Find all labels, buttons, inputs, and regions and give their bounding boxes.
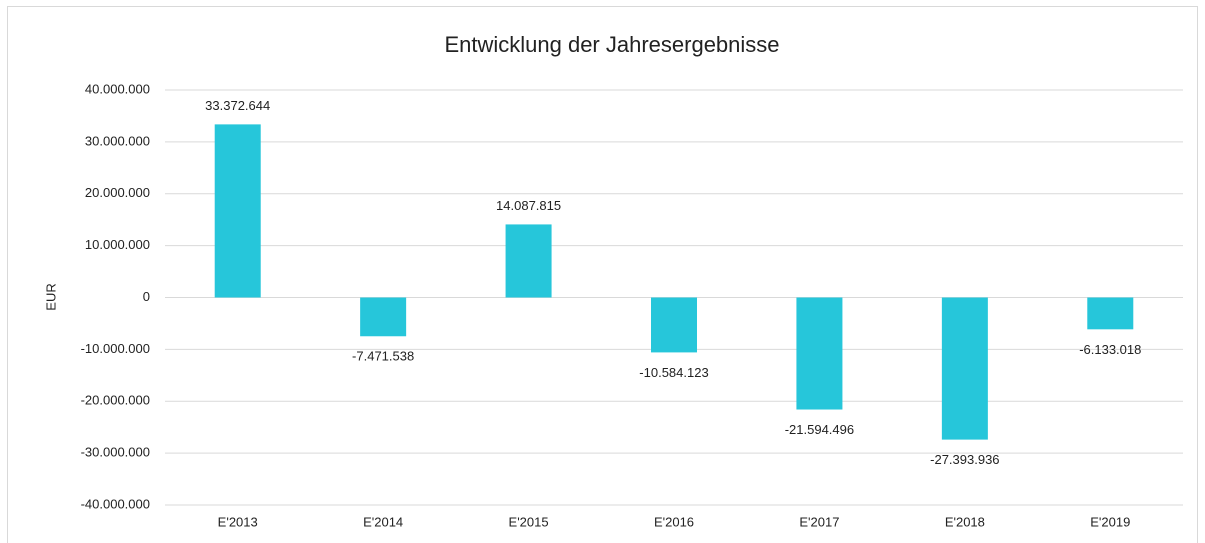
- bar: [505, 224, 552, 298]
- x-tick-label: E'2014: [363, 514, 403, 529]
- bar: [214, 124, 261, 298]
- bar: [941, 297, 988, 440]
- data-label: -6.133.018: [1079, 342, 1141, 357]
- y-tick-label: 10.000.000: [85, 237, 150, 252]
- x-tick-label: E'2015: [509, 514, 549, 529]
- y-tick-label: 0: [143, 289, 150, 304]
- x-tick-label: E'2017: [799, 514, 839, 529]
- bar: [796, 297, 843, 410]
- y-tick-label: -30.000.000: [81, 445, 150, 460]
- y-tick-label: -40.000.000: [81, 496, 150, 511]
- data-label: -21.594.496: [785, 422, 854, 437]
- y-tick-label: 30.000.000: [85, 133, 150, 148]
- data-label: -27.393.936: [930, 452, 999, 467]
- y-axis-label: EUR: [43, 283, 58, 310]
- x-tick-label: E'2016: [654, 514, 694, 529]
- chart-border: [7, 6, 1198, 543]
- y-tick-label: 40.000.000: [85, 81, 150, 96]
- data-label: 33.372.644: [205, 98, 270, 113]
- bar: [651, 297, 697, 353]
- x-tick-label: E'2018: [945, 514, 985, 529]
- data-label: 14.087.815: [496, 198, 561, 213]
- data-label: -10.584.123: [639, 365, 708, 380]
- y-tick-label: -10.000.000: [81, 341, 150, 356]
- x-tick-label: E'2019: [1090, 514, 1130, 529]
- x-tick-label: E'2013: [218, 514, 258, 529]
- y-tick-label: -20.000.000: [81, 393, 150, 408]
- bar: [1087, 297, 1134, 330]
- y-tick-label: 20.000.000: [85, 185, 150, 200]
- data-label: -7.471.538: [352, 349, 414, 364]
- chart-title: Entwicklung der Jahresergebnisse: [444, 32, 779, 57]
- bar: [360, 297, 407, 337]
